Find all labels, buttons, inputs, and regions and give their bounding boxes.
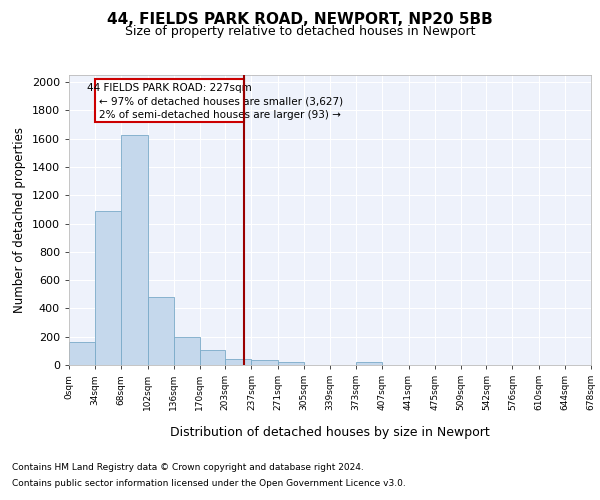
Text: 44 FIELDS PARK ROAD: 227sqm: 44 FIELDS PARK ROAD: 227sqm xyxy=(87,84,252,94)
Y-axis label: Number of detached properties: Number of detached properties xyxy=(13,127,26,313)
Bar xyxy=(251,360,278,365)
Bar xyxy=(148,297,174,365)
Text: Contains public sector information licensed under the Open Government Licence v3: Contains public sector information licen… xyxy=(12,478,406,488)
Bar xyxy=(121,135,148,365)
Text: Contains HM Land Registry data © Crown copyright and database right 2024.: Contains HM Land Registry data © Crown c… xyxy=(12,464,364,472)
Text: ← 97% of detached houses are smaller (3,627): ← 97% of detached houses are smaller (3,… xyxy=(99,97,343,107)
Bar xyxy=(69,342,95,365)
Bar xyxy=(225,358,251,365)
Text: Distribution of detached houses by size in Newport: Distribution of detached houses by size … xyxy=(170,426,490,439)
FancyBboxPatch shape xyxy=(95,79,244,122)
Bar xyxy=(174,336,200,365)
Bar xyxy=(95,211,121,365)
Bar xyxy=(356,362,382,365)
Text: 44, FIELDS PARK ROAD, NEWPORT, NP20 5BB: 44, FIELDS PARK ROAD, NEWPORT, NP20 5BB xyxy=(107,12,493,28)
Bar xyxy=(200,350,225,365)
Bar xyxy=(278,362,304,365)
Text: Size of property relative to detached houses in Newport: Size of property relative to detached ho… xyxy=(125,25,475,38)
Text: 2% of semi-detached houses are larger (93) →: 2% of semi-detached houses are larger (9… xyxy=(99,110,341,120)
